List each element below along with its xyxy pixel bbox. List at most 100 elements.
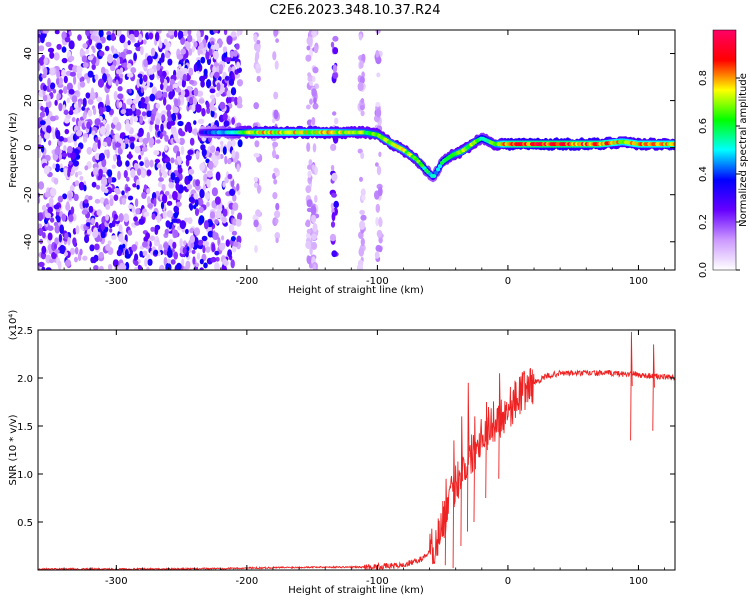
spectrogram-cell — [66, 82, 73, 91]
spectrogram-cell — [212, 230, 216, 240]
spectrogram-cell — [146, 188, 151, 195]
spectrogram-cell — [253, 176, 258, 183]
spectrogram-cell — [148, 137, 155, 146]
spectrogram-cell — [230, 31, 237, 38]
y-tick-label: -20 — [23, 187, 34, 203]
spectrogram-cell — [117, 86, 123, 92]
spectrogram-cell — [210, 256, 217, 263]
spectrogram-cell — [98, 106, 104, 116]
spectrogram-cell — [109, 216, 114, 222]
spectrogram-cell — [236, 61, 241, 69]
spectrogram-cell — [147, 203, 154, 209]
spectrogram-cell — [106, 123, 110, 132]
spectrogram-cell — [62, 193, 68, 200]
spectrogram-cell — [209, 88, 216, 94]
spectrogram-cell — [53, 177, 59, 185]
spectrogram-cell — [235, 219, 242, 227]
spectrogram-cell — [41, 204, 47, 211]
spectrogram-cell — [141, 191, 147, 199]
spectrogram-cell — [181, 258, 185, 266]
spectrogram-cell — [166, 121, 172, 130]
spectrogram-cell — [214, 262, 220, 270]
spectrogram-cell — [189, 79, 195, 85]
spectrogram-cell — [193, 192, 199, 200]
spectrogram-cell — [375, 102, 381, 107]
spectrogram-cell — [158, 244, 163, 252]
x-tick-label: 100 — [629, 276, 648, 287]
spectrogram-cell — [232, 202, 239, 211]
colorbar-tick-label: 0.6 — [698, 118, 709, 134]
spectrogram-cell — [56, 93, 60, 102]
spectrogram-cell — [308, 159, 313, 167]
spectrogram-cell — [133, 216, 139, 222]
spectrogram-cell — [105, 243, 111, 252]
spectrogram-cell — [311, 164, 315, 170]
spectrogram-cell — [49, 51, 55, 59]
spectrogram-cell — [378, 151, 382, 157]
x-tick-label: -100 — [366, 576, 389, 587]
spectrogram-cell — [105, 136, 112, 144]
spectrogram-cell — [206, 101, 210, 109]
spectrogram-cell — [81, 55, 88, 63]
spectrogram-cell — [90, 35, 96, 40]
spectrogram-cell — [175, 138, 181, 144]
spectrogram-cell — [198, 99, 205, 104]
spectrogram-cell — [188, 96, 194, 105]
spectrogram-cell — [110, 32, 116, 42]
spectrogram-cell — [231, 117, 236, 125]
spectrogram-cell — [144, 159, 150, 169]
spectrogram-cell — [127, 204, 134, 210]
spectrogram-cell — [121, 190, 125, 196]
spectrogram-cell — [94, 198, 101, 204]
spectrogram-cell — [38, 197, 41, 204]
spectrogram-cell — [195, 57, 202, 62]
spectrogram-cell — [49, 82, 56, 90]
spectrogram-cell — [148, 68, 155, 75]
y-tick-label: 40 — [23, 47, 34, 60]
spectrogram-cell — [208, 160, 214, 170]
spectrogram-cell — [107, 76, 113, 86]
spectrogram-cell — [273, 167, 279, 173]
spectrogram-cell — [305, 221, 311, 227]
spectrogram-cell — [311, 117, 316, 126]
y-tick-label: 2.0 — [17, 374, 33, 385]
spectrogram-cell — [236, 30, 240, 37]
spectrogram-cell — [272, 149, 277, 159]
spectrogram-cell — [172, 83, 179, 89]
spectrogram-cell — [230, 236, 236, 242]
spectrogram-cell — [62, 104, 66, 112]
spectrogram-cell — [43, 67, 48, 76]
spectrogram-cell — [116, 69, 121, 75]
spectrogram-cell — [237, 79, 243, 87]
spectrogram-cell — [159, 264, 165, 270]
spectrogram-cell — [146, 102, 151, 112]
spectrogram-cell — [185, 260, 191, 270]
spectrogram-cell — [198, 199, 204, 207]
spectrogram-cell — [141, 146, 148, 152]
spectrogram-cell — [271, 118, 276, 124]
snr-spike — [630, 331, 633, 441]
spectrogram-cell — [41, 245, 47, 255]
spectrogram-cell — [138, 136, 144, 143]
spectrogram-cell — [206, 79, 212, 89]
spectrogram-frame — [37, 29, 676, 271]
spectrogram-cell — [221, 242, 226, 249]
ridge-peak — [435, 167, 441, 172]
spectrogram-cell — [232, 49, 238, 57]
spectrogram-cell — [211, 187, 218, 197]
spectrogram-cell — [195, 262, 200, 268]
spectrogram-cell — [145, 232, 151, 240]
spectrogram-cell — [187, 149, 194, 155]
spectrogram-cell — [58, 77, 63, 86]
spectrogram-cell — [215, 209, 222, 219]
spectrogram-cell — [109, 198, 114, 207]
spectrogram-cell — [177, 156, 182, 166]
spectrogram-cell — [56, 215, 61, 223]
spectrogram-cell — [227, 173, 233, 180]
spectrogram-cell — [89, 30, 94, 35]
spectrogram-cell — [195, 151, 200, 159]
spectrogram-cell — [47, 47, 55, 53]
spectrogram-cell — [129, 136, 136, 142]
spectrogram-cell — [160, 201, 165, 210]
spectrogram-cell — [135, 94, 140, 102]
